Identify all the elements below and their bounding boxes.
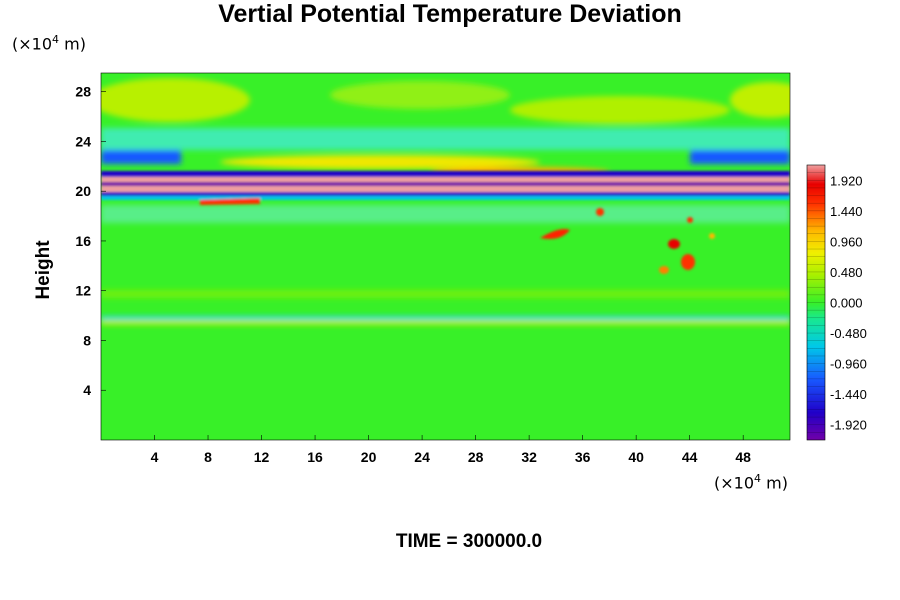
- y-tick-label: 24: [75, 133, 91, 149]
- colorbar-tick-label: 0.000: [830, 296, 863, 311]
- upper-warm-patch-mid: [330, 81, 510, 109]
- upper-warm-patch-left: [101, 78, 250, 122]
- x-tick-label: 16: [307, 449, 323, 465]
- red-blob-e: [659, 266, 669, 274]
- jet-blue-top: [101, 171, 790, 177]
- y-axis-unit: (×104 m): [12, 33, 86, 53]
- x-tick-label: 12: [254, 449, 270, 465]
- red-blob-d: [681, 254, 695, 270]
- y-unit-prefix: (×10: [12, 34, 53, 54]
- x-tick-label: 40: [628, 449, 644, 465]
- orange-blob-g: [709, 233, 715, 239]
- time-annotation: TIME = 300000.0: [395, 531, 543, 552]
- x-unit-exponent: 4: [754, 472, 762, 485]
- colorbar: 1.920 1.440 0.960 0.480 0.000 -0.480 -0.960 -1.…: [806, 164, 867, 441]
- upper-warm-patch-right: [510, 96, 730, 124]
- red-blob-b: [596, 208, 604, 216]
- potential-temperature-field: [101, 73, 790, 440]
- jet-pink-2: [101, 186, 790, 192]
- colorbar-tick-label: 0.960: [830, 234, 863, 249]
- colorbar-tick-label: -0.480: [830, 326, 867, 341]
- jet-blue-bottom: [101, 192, 790, 196]
- upper-cool-band: [101, 128, 790, 150]
- blue-band-right: [690, 150, 790, 164]
- y-tick-label: 12: [75, 283, 91, 299]
- y-unit-exponent: 4: [52, 33, 60, 46]
- x-tick-label: 44: [682, 449, 698, 465]
- x-tick-label: 20: [361, 449, 377, 465]
- colorbar-tick-label: -0.960: [830, 357, 867, 372]
- colorbar-tick-label: -1.920: [830, 418, 867, 433]
- x-tick-label: 24: [414, 449, 430, 465]
- jet-red-tail: [200, 198, 260, 205]
- colorbar-tick-label: 1.920: [830, 173, 863, 188]
- y-axis-ticks: 4 8 12 16 20 24 28: [75, 84, 106, 398]
- cyan-line-10km: [101, 316, 790, 320]
- jet-pink-1: [101, 177, 790, 182]
- x-axis-ticks: 4 8 12 16 20 24 28 32 36 40 44 48: [151, 435, 751, 465]
- y-tick-label: 8: [83, 332, 91, 348]
- chart-title: Vertial Potential Temperature Deviation: [218, 0, 682, 28]
- x-unit-suffix: m): [761, 473, 788, 493]
- x-axis-unit: (×104 m): [714, 472, 788, 492]
- yellow-line-10km: [101, 320, 790, 325]
- pale-line-12km: [101, 290, 790, 298]
- x-tick-label: 48: [735, 449, 751, 465]
- jet-purple: [101, 182, 790, 186]
- colorbar-tick-label: 1.440: [830, 204, 863, 219]
- plot-frame: [100, 72, 791, 441]
- lower-cool-band: [101, 205, 790, 223]
- y-tick-label: 20: [75, 183, 91, 199]
- y-tick-label: 28: [75, 84, 91, 100]
- colorbar-tick-label: 0.480: [830, 265, 863, 280]
- x-tick-label: 4: [151, 449, 159, 465]
- y-tick-label: 4: [83, 382, 91, 398]
- upper-warm-patch-edge: [730, 82, 790, 118]
- jet-cyan: [101, 196, 790, 200]
- x-tick-label: 28: [468, 449, 484, 465]
- y-unit-suffix: m): [59, 34, 86, 54]
- x-unit-prefix: (×10: [714, 473, 755, 493]
- blue-band-left: [101, 150, 181, 164]
- colorbar-ticks: 1.920 1.440 0.960 0.480 0.000 -0.480 -0.960 -1.…: [807, 172, 867, 433]
- colorbar-tick-label: -1.440: [830, 387, 867, 402]
- red-blob-c: [668, 239, 680, 249]
- x-tick-label: 36: [575, 449, 591, 465]
- red-blob-a: [540, 229, 570, 239]
- yellow-streak-upper: [220, 155, 540, 169]
- red-blob-f: [687, 217, 693, 223]
- x-tick-label: 8: [204, 449, 212, 465]
- y-tick-label: 16: [75, 233, 91, 249]
- x-tick-label: 32: [521, 449, 537, 465]
